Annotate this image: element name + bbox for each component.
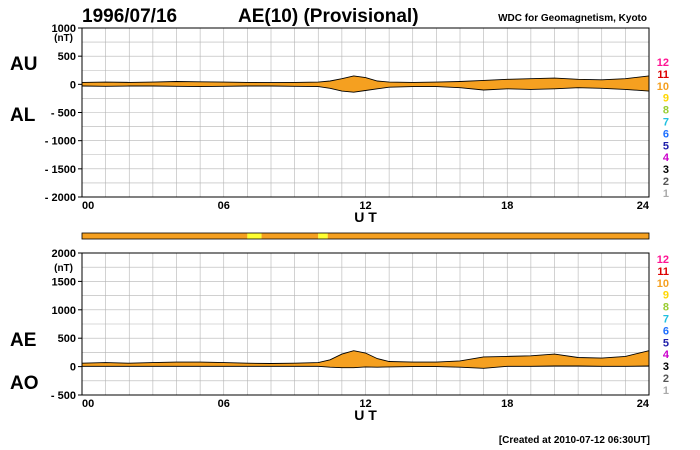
- station-bar-segment: [318, 233, 328, 239]
- y-tick-label: 0: [70, 79, 76, 91]
- y-tick-label: - 500: [51, 390, 76, 402]
- x-tick-label: 12: [359, 398, 371, 410]
- y-tick-label: 0: [70, 362, 76, 374]
- series-band: [82, 75, 649, 93]
- station-bar-frame: [81, 232, 650, 240]
- plot-frame: [81, 252, 650, 396]
- series-line-al: [81, 85, 650, 93]
- x-axis-label: U T: [354, 209, 377, 225]
- al-label: AL: [10, 105, 36, 126]
- ao-label: AO: [10, 373, 39, 394]
- station-count-10: 10: [657, 81, 669, 93]
- y-tick-label: - 1500: [45, 164, 76, 176]
- station-count-4: 4: [663, 152, 670, 164]
- unit-label-2: (nT): [54, 263, 73, 274]
- station-count-11: 11: [657, 69, 669, 81]
- chart-title: AE(10) (Provisional): [238, 6, 419, 27]
- station-count-1: 1: [663, 385, 669, 397]
- series-line-ao: [82, 365, 650, 369]
- x-tick-label: 18: [501, 398, 513, 410]
- x-tick-label: 06: [218, 200, 230, 212]
- station-bar-segment: [261, 233, 319, 239]
- au-al-plot: 1000 500 0 - 500 - 1000 - 1500 - 2000 00 06 12 18 2…: [45, 23, 650, 225]
- station-count-9: 9: [663, 290, 669, 302]
- x-tick-label: 24: [637, 200, 650, 212]
- station-count-6: 6: [663, 128, 669, 140]
- station-count-5: 5: [663, 337, 669, 349]
- station-bar-segment: [327, 233, 649, 239]
- station-count-11: 11: [657, 266, 669, 278]
- y-tick-label: - 1000: [45, 136, 76, 148]
- station-bar-segment: [247, 233, 262, 239]
- y-tick-label: - 2000: [45, 192, 76, 204]
- station-count-3: 3: [663, 164, 669, 176]
- station-count-12: 12: [657, 254, 669, 266]
- x-tick-label: 12: [359, 200, 371, 212]
- unit-label-1: (nT): [54, 33, 73, 44]
- x-tick-label: 00: [82, 398, 94, 410]
- station-count-1: 1: [663, 188, 669, 200]
- created-footer: [Created at 2010-07-12 06:30UT]: [499, 435, 650, 446]
- station-count-10: 10: [657, 278, 669, 290]
- x-tick-label: 00: [82, 200, 94, 212]
- y-tick-label: 2000: [52, 248, 76, 260]
- station-count-9: 9: [663, 93, 669, 105]
- x-tick-label: 24: [637, 398, 650, 410]
- y-tick-label: 500: [58, 333, 76, 345]
- station-count-7: 7: [663, 117, 669, 129]
- date-label: 1996/07/16: [82, 6, 177, 27]
- station-count-4: 4: [663, 349, 670, 361]
- x-tick-label: 18: [501, 200, 513, 212]
- station-count-6: 6: [663, 325, 669, 337]
- station-count-8: 8: [663, 302, 669, 314]
- y-tick-label: 1000: [52, 23, 76, 35]
- station-count-2: 2: [663, 373, 669, 385]
- series-line-ae: [81, 350, 650, 364]
- au-label: AU: [10, 54, 37, 75]
- station-count-12: 12: [657, 57, 669, 69]
- station-bar-segment: [82, 233, 248, 239]
- y-tick-label: 500: [58, 51, 76, 63]
- station-coverage-bar: [81, 232, 650, 240]
- station-count-8: 8: [663, 105, 669, 117]
- source-label: WDC for Geomagnetism, Kyoto: [498, 13, 647, 24]
- x-tick-label: 06: [218, 398, 230, 410]
- series-line-au: [81, 75, 650, 84]
- station-count-7: 7: [663, 314, 669, 326]
- y-tick-label: 1000: [52, 305, 76, 317]
- ae-label: AE: [10, 330, 36, 351]
- station-count-5: 5: [663, 140, 669, 152]
- y-tick-label: 1500: [52, 276, 76, 288]
- station-count-3: 3: [663, 361, 669, 373]
- x-axis-label: U T: [354, 407, 377, 423]
- station-count-2: 2: [663, 176, 669, 188]
- y-tick-label: - 500: [51, 108, 76, 120]
- ae-ao-plot: 2000 1500 1000 500 0 - 500 00 06 12 18 24 U T: [51, 248, 650, 423]
- series-band: [82, 350, 649, 369]
